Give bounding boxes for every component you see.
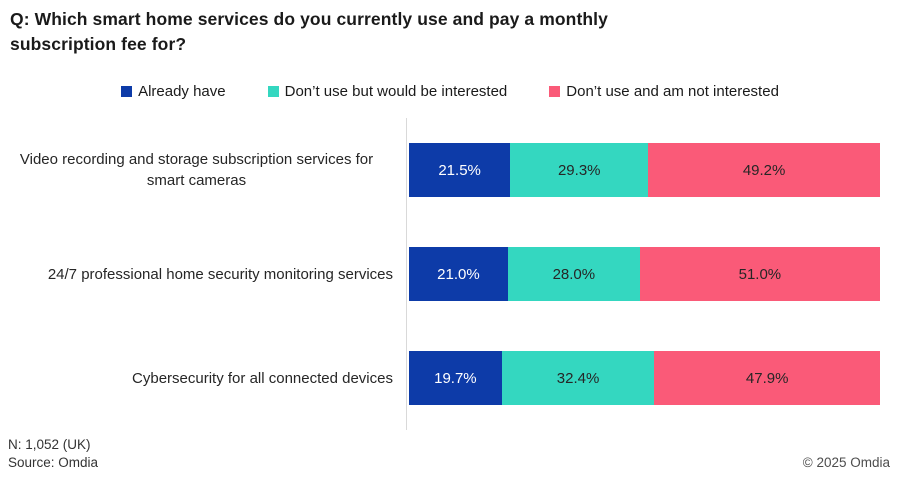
category-label-row: Video recording and storage subscription…: [0, 118, 406, 222]
bar-segment: 29.3%: [510, 143, 649, 197]
bar-segment: 47.9%: [654, 351, 880, 405]
legend-item-would-be-interested: Don’t use but would be interested: [267, 83, 508, 100]
bar-row: 21.0% 28.0% 51.0%: [409, 222, 880, 326]
bar-segment: 21.0%: [409, 247, 508, 301]
category-label-row: 24/7 professional home security monitori…: [0, 222, 406, 326]
legend: Already have Don’t use but would be inte…: [0, 83, 900, 100]
legend-item-already-have: Already have: [121, 83, 226, 100]
source-note: Source: Omdia: [8, 455, 99, 470]
bar-row: 21.5% 29.3% 49.2%: [409, 118, 880, 222]
bar-row: 19.7% 32.4% 47.9%: [409, 326, 880, 430]
category-label: 24/7 professional home security monitori…: [47, 265, 393, 283]
bar-segment: 28.0%: [507, 247, 640, 301]
category-label: Video recording and storage subscription…: [19, 151, 374, 189]
legend-swatch-icon: [549, 86, 561, 97]
legend-label: Already have: [138, 83, 226, 100]
chart-title: Q: Which smart home services do you curr…: [10, 9, 608, 54]
category-axis: Video recording and storage subscription…: [0, 118, 406, 430]
legend-label: Don’t use but would be interested: [284, 83, 508, 100]
bar-segment: 49.2%: [648, 143, 880, 197]
bar-segment: 19.7%: [409, 351, 502, 405]
stacked-bar-chart: Video recording and storage subscription…: [0, 118, 900, 430]
copyright-note: © 2025 Omdia: [802, 455, 890, 470]
legend-swatch-icon: [121, 86, 133, 97]
sample-size-note: N: 1,052 (UK): [8, 437, 91, 452]
category-label: Cybersecurity for all connected devices: [132, 369, 393, 387]
legend-swatch-icon: [267, 86, 279, 97]
bar-track: 19.7% 32.4% 47.9%: [409, 351, 880, 405]
legend-label: Don’t use and am not interested: [566, 83, 779, 100]
plot-area: 21.5% 29.3% 49.2% 21.0% 28.0% 51.0% 19.7% 32.4%…: [406, 118, 880, 430]
legend-item-not-interested: Don’t use and am not interested: [549, 83, 779, 100]
bar-track: 21.0% 28.0% 51.0%: [409, 247, 880, 301]
bar-track: 21.5% 29.3% 49.2%: [409, 143, 880, 197]
bar-segment: 51.0%: [639, 247, 880, 301]
category-label-row: Cybersecurity for all connected devices: [0, 326, 406, 430]
bar-segment: 21.5%: [409, 143, 511, 197]
bar-segment: 32.4%: [501, 351, 655, 405]
footnote: N: 1,052 (UK) Source: Omdia: [8, 436, 98, 472]
